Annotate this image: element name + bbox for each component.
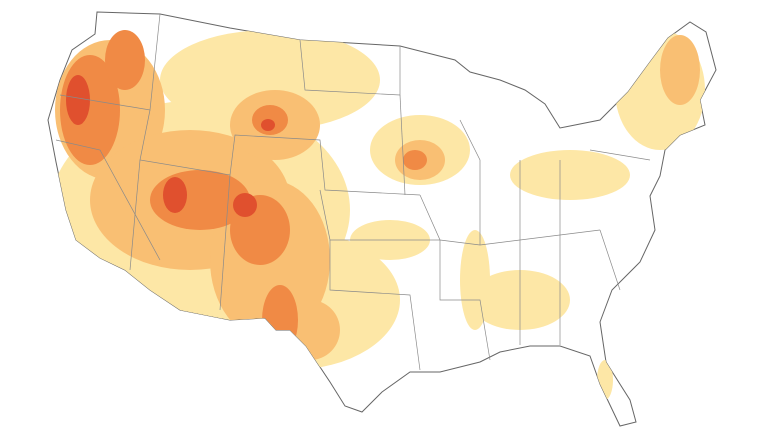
state-borders [55, 13, 651, 371]
